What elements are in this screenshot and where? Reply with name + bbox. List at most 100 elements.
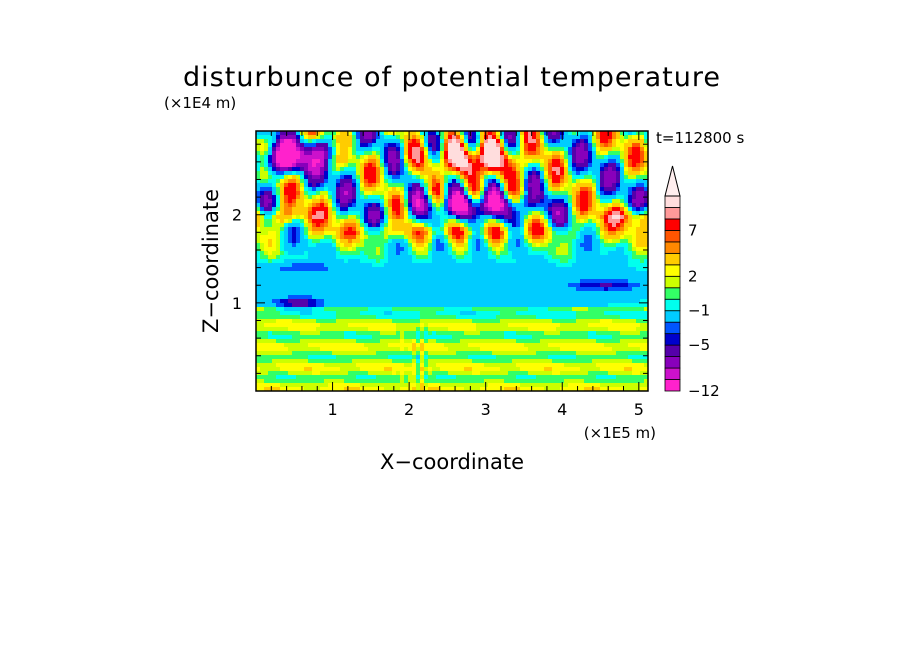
heatmap-cell <box>272 135 277 140</box>
heatmap-cell <box>612 139 617 144</box>
heatmap-cell <box>512 195 517 200</box>
heatmap-cell <box>640 271 645 276</box>
heatmap-cell <box>300 255 305 260</box>
heatmap-cell <box>404 139 409 144</box>
heatmap-cell <box>620 243 625 248</box>
heatmap-cell <box>340 307 345 312</box>
heatmap-cell <box>564 135 569 140</box>
heatmap-cell <box>424 155 429 160</box>
heatmap-cell <box>628 239 633 244</box>
heatmap-cell <box>384 267 389 272</box>
heatmap-cell <box>272 227 277 232</box>
heatmap-cell <box>308 259 313 264</box>
heatmap-cell <box>524 219 529 224</box>
heatmap-cell <box>500 323 505 328</box>
heatmap-cell <box>460 155 465 160</box>
heatmap-cell <box>640 327 645 332</box>
heatmap-cell <box>528 259 533 264</box>
heatmap-cell <box>348 171 353 176</box>
heatmap-cell <box>584 147 589 152</box>
heatmap-cell <box>508 131 513 136</box>
heatmap-cell <box>572 211 577 216</box>
heatmap-cell <box>624 191 629 196</box>
heatmap-cell <box>420 151 425 156</box>
heatmap-cell <box>568 327 573 332</box>
heatmap-cell <box>616 159 621 164</box>
heatmap-cell <box>480 319 485 324</box>
heatmap-cell <box>564 235 569 240</box>
heatmap-cell <box>532 323 537 328</box>
heatmap-cell <box>552 231 557 236</box>
heatmap-cell <box>348 183 353 188</box>
heatmap-cell <box>420 243 425 248</box>
heatmap-cell <box>548 187 553 192</box>
heatmap-cell <box>424 159 429 164</box>
heatmap-cell <box>304 175 309 180</box>
heatmap-cell <box>496 279 501 284</box>
heatmap-cell <box>624 295 629 300</box>
heatmap-cell <box>372 319 377 324</box>
heatmap-cell <box>640 155 645 160</box>
heatmap-cell <box>404 235 409 240</box>
heatmap-cell <box>604 187 609 192</box>
heatmap-cell <box>540 267 545 272</box>
heatmap-cell <box>276 267 281 272</box>
heatmap-cell <box>604 171 609 176</box>
heatmap-cell <box>276 299 281 304</box>
heatmap-cell <box>268 247 273 252</box>
heatmap-cell <box>388 291 393 296</box>
heatmap-cell <box>588 239 593 244</box>
heatmap-cell <box>288 163 293 168</box>
heatmap-cell <box>544 327 549 332</box>
heatmap-cell <box>592 171 597 176</box>
heatmap-cell <box>508 275 513 280</box>
heatmap-cell <box>592 275 597 280</box>
heatmap-cell <box>476 167 481 172</box>
heatmap-cell <box>584 223 589 228</box>
heatmap-cell <box>256 175 261 180</box>
heatmap-cell <box>460 179 465 184</box>
heatmap-cell <box>408 139 413 144</box>
heatmap-cell <box>608 295 613 300</box>
heatmap-cell <box>420 155 425 160</box>
heatmap-cell <box>264 143 269 148</box>
heatmap-cell <box>320 287 325 292</box>
heatmap-cell <box>404 151 409 156</box>
heatmap-cell <box>552 279 557 284</box>
heatmap-cell <box>404 175 409 180</box>
heatmap-cell <box>288 175 293 180</box>
heatmap-cell <box>380 295 385 300</box>
heatmap-cell <box>356 167 361 172</box>
heatmap-cell <box>564 295 569 300</box>
heatmap-cell <box>452 195 457 200</box>
heatmap-cell <box>512 159 517 164</box>
heatmap-cell <box>372 207 377 212</box>
heatmap-cell <box>596 255 601 260</box>
heatmap-cell <box>480 187 485 192</box>
heatmap-cell <box>264 207 269 212</box>
heatmap-cell <box>560 255 565 260</box>
heatmap-cell <box>256 155 261 160</box>
heatmap-cell <box>388 287 393 292</box>
heatmap-cell <box>340 275 345 280</box>
heatmap-cell <box>524 323 529 328</box>
heatmap-cell <box>324 323 329 328</box>
heatmap-cell <box>344 163 349 168</box>
heatmap-cell <box>436 235 441 240</box>
heatmap-cell <box>360 287 365 292</box>
heatmap-cell <box>348 267 353 272</box>
heatmap-cell <box>520 287 525 292</box>
heatmap-cell <box>320 275 325 280</box>
heatmap-cell <box>396 295 401 300</box>
heatmap-cell <box>296 171 301 176</box>
heatmap-cell <box>332 279 337 284</box>
heatmap-cell <box>400 287 405 292</box>
heatmap-cell <box>452 179 457 184</box>
heatmap-cell <box>328 267 333 272</box>
heatmap-cell <box>548 147 553 152</box>
heatmap-cell <box>532 239 537 244</box>
heatmap-cell <box>396 159 401 164</box>
heatmap-cell <box>500 207 505 212</box>
heatmap-cell <box>488 299 493 304</box>
heatmap-cell <box>628 291 633 296</box>
